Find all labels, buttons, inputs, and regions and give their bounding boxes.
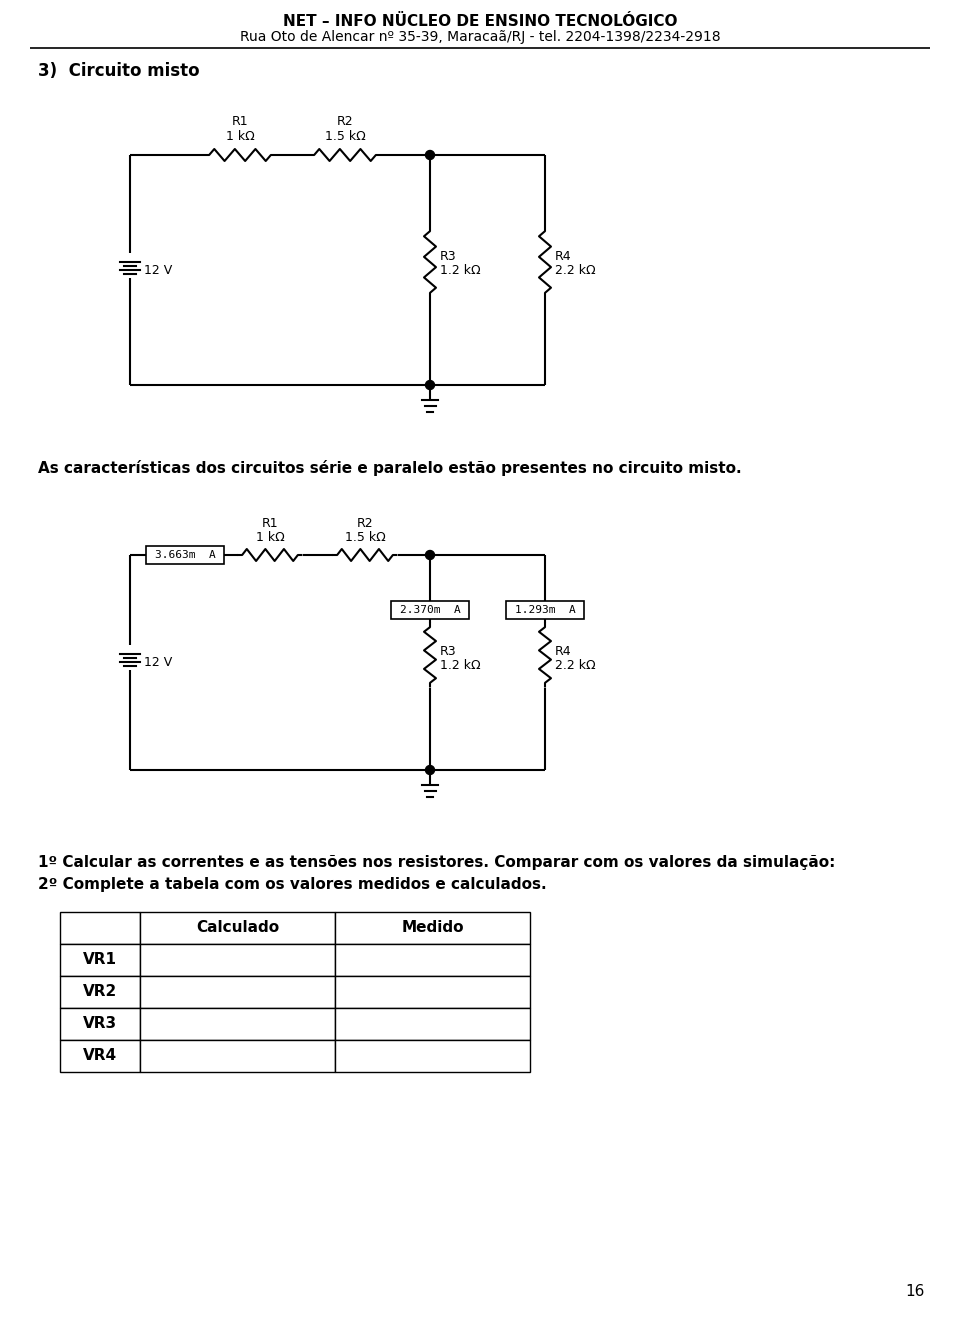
Text: 1.293m  A: 1.293m A	[515, 605, 575, 615]
Text: R1: R1	[262, 518, 278, 529]
Circle shape	[425, 551, 435, 560]
Text: 1.5 kΩ: 1.5 kΩ	[345, 531, 385, 544]
Text: R3: R3	[440, 250, 457, 263]
Text: As características dos circuitos série e paralelo estão presentes no circuito mi: As características dos circuitos série e…	[38, 460, 742, 475]
Text: R3: R3	[440, 645, 457, 658]
Text: 1.2 kΩ: 1.2 kΩ	[440, 658, 481, 672]
Text: NET – INFO NÜCLEO DE ENSINO TECNOLÓGICO: NET – INFO NÜCLEO DE ENSINO TECNOLÓGICO	[283, 14, 677, 29]
Bar	[335, 1040, 530, 1072]
Text: 1 kΩ: 1 kΩ	[226, 130, 254, 144]
Text: 12 V: 12 V	[144, 656, 172, 669]
Bar	[60, 944, 140, 976]
Bar	[335, 944, 530, 976]
Bar	[335, 1008, 530, 1040]
Bar	[140, 1040, 335, 1072]
Bar	[60, 911, 140, 944]
Text: 2º Complete a tabela com os valores medidos e calculados.: 2º Complete a tabela com os valores medi…	[38, 877, 546, 892]
Text: 2.2 kΩ: 2.2 kΩ	[555, 658, 595, 672]
Text: 2.370m  A: 2.370m A	[399, 605, 461, 615]
Bar	[140, 911, 335, 944]
Text: 1.5 kΩ: 1.5 kΩ	[324, 130, 366, 144]
Text: 12 V: 12 V	[144, 263, 172, 277]
Text: 1.2 kΩ: 1.2 kΩ	[440, 263, 481, 277]
Text: VR2: VR2	[83, 985, 117, 1000]
Bar	[140, 1008, 335, 1040]
Text: R1: R1	[231, 115, 249, 128]
Bar	[60, 1008, 140, 1040]
Bar	[140, 976, 335, 1008]
Bar	[506, 601, 584, 619]
Text: 2.2 kΩ: 2.2 kΩ	[555, 263, 595, 277]
Text: VR1: VR1	[83, 952, 117, 968]
Text: VR4: VR4	[83, 1048, 117, 1064]
Bar	[140, 944, 335, 976]
Bar	[60, 976, 140, 1008]
Circle shape	[425, 765, 435, 774]
Bar	[335, 976, 530, 1008]
Circle shape	[425, 381, 435, 390]
Text: 1º Calcular as correntes e as tensões nos resistores. Comparar com os valores da: 1º Calcular as correntes e as tensões no…	[38, 855, 835, 871]
Text: R2: R2	[357, 518, 373, 529]
Text: R2: R2	[337, 115, 353, 128]
Circle shape	[425, 150, 435, 159]
Bar	[391, 601, 469, 619]
Bar	[60, 1040, 140, 1072]
Bar	[335, 911, 530, 944]
Text: 3.663m  A: 3.663m A	[155, 551, 215, 560]
Text: 16: 16	[905, 1284, 925, 1299]
Text: 3)  Circuito misto: 3) Circuito misto	[38, 62, 200, 80]
Text: Calculado: Calculado	[196, 921, 279, 935]
Text: Rua Oto de Alencar nº 35-39, Maracaã/RJ - tel. 2204-1398/2234-2918: Rua Oto de Alencar nº 35-39, Maracaã/RJ …	[240, 30, 720, 43]
Text: R4: R4	[555, 250, 571, 263]
Text: Medido: Medido	[401, 921, 464, 935]
Text: R4: R4	[555, 645, 571, 658]
Bar	[146, 547, 224, 564]
Text: 1 kΩ: 1 kΩ	[255, 531, 284, 544]
Text: VR3: VR3	[83, 1017, 117, 1031]
